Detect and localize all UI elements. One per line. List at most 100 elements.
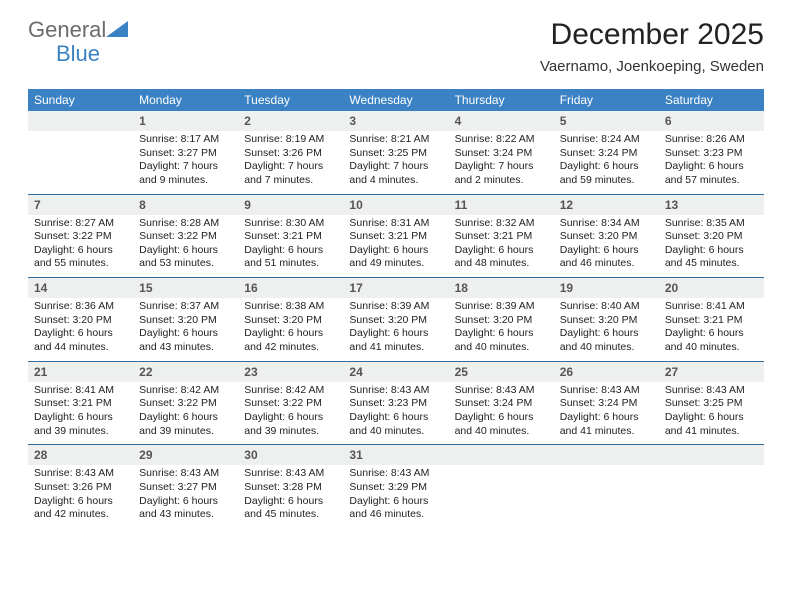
day-info-cell: Sunrise: 8:43 AM Sunset: 3:25 PM Dayligh… [659, 382, 764, 445]
date-number-row: 123456 [28, 111, 764, 131]
day-info-cell: Sunrise: 8:43 AM Sunset: 3:26 PM Dayligh… [28, 465, 133, 528]
day-info-cell: Sunrise: 8:28 AM Sunset: 3:22 PM Dayligh… [133, 215, 238, 278]
location-text: Vaernamo, Joenkoeping, Sweden [540, 58, 764, 75]
day-info-cell: Sunrise: 8:39 AM Sunset: 3:20 PM Dayligh… [343, 298, 448, 361]
date-number-row: 21222324252627 [28, 362, 764, 382]
page-header: General Blue December 2025 Vaernamo, Joe… [0, 0, 792, 81]
date-number: 11 [449, 195, 554, 215]
date-number: 27 [659, 362, 764, 382]
date-number: 24 [343, 362, 448, 382]
weekday-label: Saturday [659, 89, 764, 111]
brand-text-general: General [28, 17, 106, 42]
day-info-cell [28, 131, 133, 194]
date-number: 31 [343, 445, 448, 465]
brand-logo: General Blue [28, 18, 128, 66]
day-info-cell [659, 465, 764, 528]
date-number: 3 [343, 111, 448, 131]
date-number: 10 [343, 195, 448, 215]
date-number: 8 [133, 195, 238, 215]
day-info-row: Sunrise: 8:36 AM Sunset: 3:20 PM Dayligh… [28, 298, 764, 361]
date-number: 9 [238, 195, 343, 215]
weekday-label: Monday [133, 89, 238, 111]
day-info-cell: Sunrise: 8:41 AM Sunset: 3:21 PM Dayligh… [28, 382, 133, 445]
day-info-cell: Sunrise: 8:32 AM Sunset: 3:21 PM Dayligh… [449, 215, 554, 278]
date-number: 20 [659, 278, 764, 298]
calendar-week: 28293031Sunrise: 8:43 AM Sunset: 3:26 PM… [28, 444, 764, 528]
date-number: 23 [238, 362, 343, 382]
day-info-cell: Sunrise: 8:43 AM Sunset: 3:24 PM Dayligh… [554, 382, 659, 445]
date-number: 19 [554, 278, 659, 298]
date-number: 15 [133, 278, 238, 298]
day-info-cell: Sunrise: 8:43 AM Sunset: 3:29 PM Dayligh… [343, 465, 448, 528]
date-number [554, 445, 659, 465]
date-number-row: 14151617181920 [28, 278, 764, 298]
date-number: 4 [449, 111, 554, 131]
day-info-cell: Sunrise: 8:24 AM Sunset: 3:24 PM Dayligh… [554, 131, 659, 194]
weekday-label: Thursday [449, 89, 554, 111]
date-number: 7 [28, 195, 133, 215]
day-info-cell: Sunrise: 8:19 AM Sunset: 3:26 PM Dayligh… [238, 131, 343, 194]
date-number: 29 [133, 445, 238, 465]
month-title: December 2025 [540, 18, 764, 52]
date-number: 12 [554, 195, 659, 215]
day-info-cell: Sunrise: 8:39 AM Sunset: 3:20 PM Dayligh… [449, 298, 554, 361]
date-number [28, 111, 133, 131]
day-info-row: Sunrise: 8:41 AM Sunset: 3:21 PM Dayligh… [28, 382, 764, 445]
date-number: 28 [28, 445, 133, 465]
calendar-week: 21222324252627Sunrise: 8:41 AM Sunset: 3… [28, 361, 764, 445]
weekday-label: Tuesday [238, 89, 343, 111]
brand-triangle-icon [106, 21, 128, 37]
day-info-cell: Sunrise: 8:43 AM Sunset: 3:24 PM Dayligh… [449, 382, 554, 445]
date-number: 5 [554, 111, 659, 131]
day-info-cell: Sunrise: 8:37 AM Sunset: 3:20 PM Dayligh… [133, 298, 238, 361]
weekday-label: Wednesday [343, 89, 448, 111]
date-number-row: 78910111213 [28, 195, 764, 215]
date-number: 1 [133, 111, 238, 131]
date-number: 22 [133, 362, 238, 382]
date-number: 30 [238, 445, 343, 465]
date-number: 17 [343, 278, 448, 298]
day-info-cell: Sunrise: 8:26 AM Sunset: 3:23 PM Dayligh… [659, 131, 764, 194]
day-info-cell [554, 465, 659, 528]
day-info-cell: Sunrise: 8:40 AM Sunset: 3:20 PM Dayligh… [554, 298, 659, 361]
date-number: 13 [659, 195, 764, 215]
day-info-cell: Sunrise: 8:31 AM Sunset: 3:21 PM Dayligh… [343, 215, 448, 278]
date-number [449, 445, 554, 465]
brand-text-blue: Blue [56, 41, 100, 66]
calendar-grid: Sunday Monday Tuesday Wednesday Thursday… [28, 89, 764, 528]
day-info-row: Sunrise: 8:43 AM Sunset: 3:26 PM Dayligh… [28, 465, 764, 528]
day-info-cell: Sunrise: 8:17 AM Sunset: 3:27 PM Dayligh… [133, 131, 238, 194]
day-info-cell: Sunrise: 8:21 AM Sunset: 3:25 PM Dayligh… [343, 131, 448, 194]
day-info-cell: Sunrise: 8:34 AM Sunset: 3:20 PM Dayligh… [554, 215, 659, 278]
day-info-row: Sunrise: 8:27 AM Sunset: 3:22 PM Dayligh… [28, 215, 764, 278]
day-info-cell: Sunrise: 8:30 AM Sunset: 3:21 PM Dayligh… [238, 215, 343, 278]
date-number [659, 445, 764, 465]
day-info-cell: Sunrise: 8:42 AM Sunset: 3:22 PM Dayligh… [133, 382, 238, 445]
date-number: 16 [238, 278, 343, 298]
day-info-cell: Sunrise: 8:42 AM Sunset: 3:22 PM Dayligh… [238, 382, 343, 445]
day-info-cell: Sunrise: 8:43 AM Sunset: 3:23 PM Dayligh… [343, 382, 448, 445]
date-number: 18 [449, 278, 554, 298]
calendar-week: 78910111213Sunrise: 8:27 AM Sunset: 3:22… [28, 194, 764, 278]
day-info-cell: Sunrise: 8:43 AM Sunset: 3:28 PM Dayligh… [238, 465, 343, 528]
day-info-cell: Sunrise: 8:38 AM Sunset: 3:20 PM Dayligh… [238, 298, 343, 361]
day-info-cell: Sunrise: 8:35 AM Sunset: 3:20 PM Dayligh… [659, 215, 764, 278]
date-number: 14 [28, 278, 133, 298]
date-number: 25 [449, 362, 554, 382]
weekday-header-row: Sunday Monday Tuesday Wednesday Thursday… [28, 89, 764, 111]
day-info-cell: Sunrise: 8:41 AM Sunset: 3:21 PM Dayligh… [659, 298, 764, 361]
date-number: 21 [28, 362, 133, 382]
day-info-cell: Sunrise: 8:22 AM Sunset: 3:24 PM Dayligh… [449, 131, 554, 194]
date-number: 2 [238, 111, 343, 131]
weekday-label: Sunday [28, 89, 133, 111]
date-number: 6 [659, 111, 764, 131]
day-info-row: Sunrise: 8:17 AM Sunset: 3:27 PM Dayligh… [28, 131, 764, 194]
title-block: December 2025 Vaernamo, Joenkoeping, Swe… [540, 18, 764, 75]
date-number-row: 28293031 [28, 445, 764, 465]
date-number: 26 [554, 362, 659, 382]
day-info-cell: Sunrise: 8:27 AM Sunset: 3:22 PM Dayligh… [28, 215, 133, 278]
calendar-week: 14151617181920Sunrise: 8:36 AM Sunset: 3… [28, 277, 764, 361]
day-info-cell: Sunrise: 8:43 AM Sunset: 3:27 PM Dayligh… [133, 465, 238, 528]
weekday-label: Friday [554, 89, 659, 111]
day-info-cell [449, 465, 554, 528]
